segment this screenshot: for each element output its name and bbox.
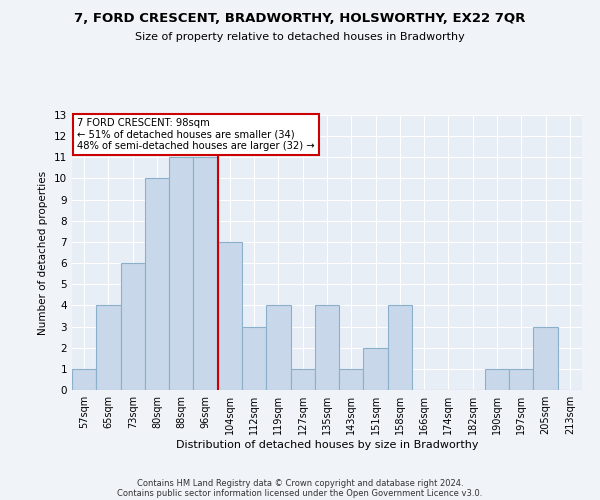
Text: Contains HM Land Registry data © Crown copyright and database right 2024.: Contains HM Land Registry data © Crown c… (137, 478, 463, 488)
Bar (509, 369, 533, 390)
Bar (242, 326, 266, 390)
Bar (72, 369, 96, 390)
Bar (266, 306, 290, 390)
Bar (485, 369, 509, 390)
Bar (339, 369, 364, 390)
Bar (364, 348, 388, 390)
Text: Contains public sector information licensed under the Open Government Licence v3: Contains public sector information licen… (118, 488, 482, 498)
Bar (121, 263, 145, 390)
Bar (193, 158, 218, 390)
Bar (290, 369, 315, 390)
Bar (145, 178, 169, 390)
Text: 7 FORD CRESCENT: 98sqm
← 51% of detached houses are smaller (34)
48% of semi-det: 7 FORD CRESCENT: 98sqm ← 51% of detached… (77, 118, 315, 151)
Bar (533, 326, 558, 390)
Bar (315, 306, 339, 390)
Text: 7, FORD CRESCENT, BRADWORTHY, HOLSWORTHY, EX22 7QR: 7, FORD CRESCENT, BRADWORTHY, HOLSWORTHY… (74, 12, 526, 26)
X-axis label: Distribution of detached houses by size in Bradworthy: Distribution of detached houses by size … (176, 440, 478, 450)
Text: Size of property relative to detached houses in Bradworthy: Size of property relative to detached ho… (135, 32, 465, 42)
Y-axis label: Number of detached properties: Number of detached properties (38, 170, 49, 334)
Bar (388, 306, 412, 390)
Bar (218, 242, 242, 390)
Bar (169, 158, 193, 390)
Bar (96, 306, 121, 390)
